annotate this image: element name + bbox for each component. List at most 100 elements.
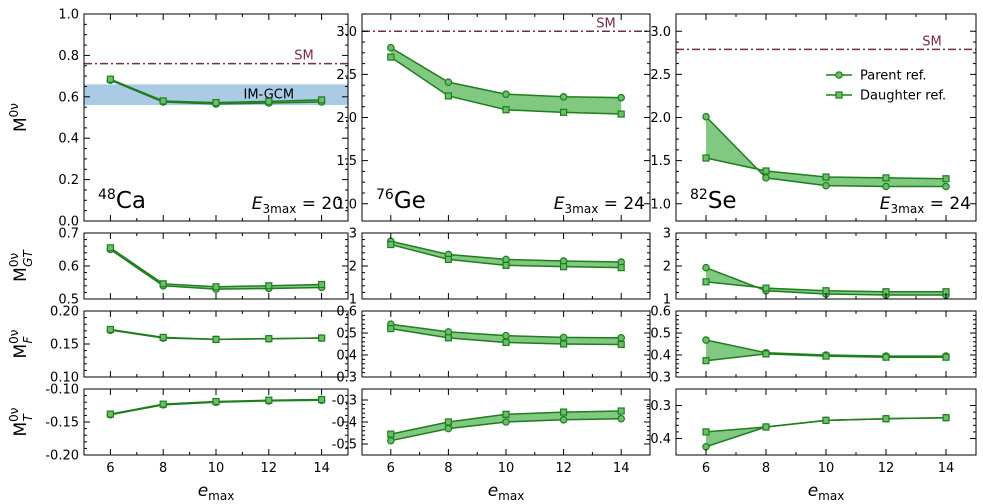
daughter-marker	[318, 280, 326, 289]
e3max-main: E	[252, 194, 263, 214]
x-tick-label: 12	[261, 461, 278, 476]
daughter-marker	[822, 173, 830, 181]
e3max-sub: 3max	[891, 202, 925, 216]
parent-marker	[942, 182, 950, 191]
y-axis-title: M0νT	[7, 407, 35, 436]
y-tick-label: -0.10	[45, 383, 79, 398]
panel-se-mf: 0.3 0.4 0.5 0.6	[650, 305, 977, 386]
daughter-marker	[265, 97, 273, 105]
imgcm-band	[84, 84, 348, 106]
e3max-value: = 20	[296, 194, 343, 214]
daughter-marker	[617, 407, 625, 415]
y-tick-label: 2	[663, 260, 671, 275]
y-tick-label: 0.6	[58, 260, 79, 275]
parent-marker	[559, 93, 568, 101]
daughter-marker	[559, 408, 568, 416]
y-tick-label: 0.5	[650, 327, 671, 342]
daughter-marker	[502, 106, 510, 114]
parent-marker	[502, 255, 510, 264]
e3max-label: E3max = 20	[252, 194, 343, 216]
x-axis-main: e	[808, 481, 818, 501]
y-tick-label: 2.0	[336, 111, 357, 126]
parent-marker	[444, 424, 453, 433]
y-axis-main: M	[11, 422, 31, 437]
x-axis-title: emax	[198, 481, 235, 503]
x-tick-label: 8	[159, 461, 167, 476]
y-tick-label: 1.0	[336, 197, 357, 212]
y-tick-label: 1	[663, 293, 671, 308]
y-axis-title-2: M0νF	[7, 329, 35, 358]
y-axis-title: M0νF	[7, 329, 35, 358]
parent-marker	[502, 331, 510, 340]
daughter-marker	[942, 353, 950, 361]
e3max-main: E	[554, 194, 565, 214]
panel-ge-mgt: 1 2 3	[349, 227, 651, 308]
parent-marker	[702, 442, 710, 451]
x-tick-label: 6	[702, 461, 710, 476]
daughter-marker	[942, 175, 950, 183]
x-axis-title: emax	[808, 481, 845, 503]
parent-marker	[444, 328, 453, 336]
x-tick-label: 12	[878, 461, 895, 476]
legend-label-parent: Parent ref.	[860, 69, 927, 84]
y-axis-sup: 0ν	[7, 407, 21, 422]
daughter-marker	[702, 154, 710, 162]
daughter-marker	[212, 98, 220, 107]
y-tick-label: 0.20	[50, 305, 79, 320]
isotope-label: 82Se	[690, 187, 737, 214]
daughter-marker	[702, 428, 710, 436]
y-tick-label: 2.5	[650, 68, 671, 83]
y-axis-sub: T	[21, 412, 35, 421]
y-axis-title: M0νGT	[7, 249, 35, 282]
x-tick-label: 6	[387, 461, 395, 476]
daughter-marker	[387, 325, 395, 333]
daughter-marker	[387, 240, 395, 249]
y-tick-label: -0.20	[45, 449, 79, 464]
y-tick-label: 3	[349, 227, 357, 242]
y-tick-label: 0.0	[58, 215, 79, 230]
daughter-marker	[617, 110, 625, 118]
x-tick-label: 10	[498, 461, 515, 476]
daughter-marker	[882, 415, 890, 423]
x-axis-title: emax	[488, 481, 525, 503]
x-tick-label: 10	[208, 461, 225, 476]
daughter-marker	[559, 340, 568, 348]
y-tick-label: 0.2	[58, 173, 79, 188]
isotope-symbol: Se	[708, 188, 737, 214]
e3max-label: E3max = 24	[554, 194, 645, 216]
y-tick-label: 2.5	[336, 68, 357, 83]
y-tick-label: 1	[349, 293, 357, 308]
y-axis-sup: 0ν	[7, 103, 21, 118]
x-axis-sub: max	[208, 489, 234, 503]
isotope-mass: 48	[98, 187, 116, 203]
y-tick-label: 0.15	[50, 338, 79, 353]
parent-marker	[617, 414, 626, 423]
parent-marker	[762, 174, 770, 182]
series-line-daughter	[109, 247, 322, 288]
parent-marker	[617, 334, 626, 342]
y-tick-label: 0.4	[336, 349, 357, 364]
daughter-marker	[212, 283, 220, 291]
y-axis-sup: 0ν	[7, 253, 21, 268]
sm-label: SM	[294, 49, 313, 64]
daughter-marker	[106, 244, 115, 252]
y-tick-label: 0.3	[650, 371, 671, 386]
daughter-marker	[444, 92, 452, 100]
daughter-marker	[444, 255, 452, 263]
daughter-marker	[159, 400, 167, 408]
y-tick-label: 0.6	[650, 305, 671, 320]
y-tick-label: -0.3	[332, 394, 357, 409]
y-tick-label: 1.0	[650, 197, 671, 212]
e3max-label: E3max = 24	[880, 194, 971, 216]
daughter-marker	[559, 108, 568, 116]
daughter-marker	[822, 287, 830, 295]
y-axis-sub: GT	[21, 249, 35, 267]
daughter-marker	[318, 395, 326, 404]
daughter-marker	[502, 261, 510, 269]
parent-marker	[882, 182, 890, 191]
y-tick-label: 1.5	[336, 154, 357, 169]
daughter-marker	[106, 325, 115, 334]
